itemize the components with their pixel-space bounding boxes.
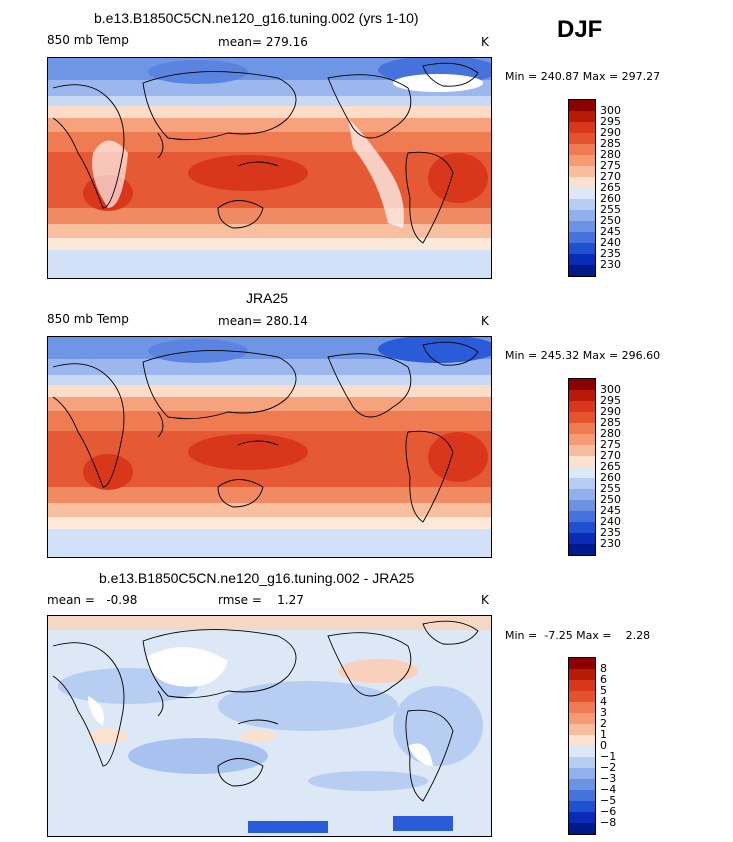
tick-label: 265: [600, 460, 621, 473]
tick-label: 245: [600, 225, 621, 238]
panel1-mean: mean= 279.16: [218, 35, 308, 49]
tick-label: 4: [600, 695, 607, 708]
tick-label: −2: [600, 761, 617, 774]
tick-label: 260: [600, 471, 621, 484]
tick-label: 260: [600, 192, 621, 205]
panel3-mean: mean = -0.98: [47, 593, 138, 607]
tick-label: 265: [600, 181, 621, 194]
panel3-minmax: Min = -7.25 Max = 2.28: [505, 629, 651, 642]
panel1-colorbar: [568, 99, 596, 277]
panel1-title: b.e13.B1850C5CN.ne120_g16.tuning.002 (yr…: [94, 10, 419, 26]
tick-label: 300: [600, 104, 621, 117]
tick-label: 5: [600, 684, 607, 697]
tick-label: 255: [600, 482, 621, 495]
tick-label: 295: [600, 394, 621, 407]
tick-label: 235: [600, 247, 621, 260]
panel3-colorbar: [568, 657, 596, 835]
tick-label: 270: [600, 170, 621, 183]
panel1-variable: 850 mb Temp: [47, 33, 129, 47]
tick-label: 230: [600, 258, 621, 271]
tick-label: −6: [600, 805, 617, 818]
tick-label: −1: [600, 750, 617, 763]
tick-label: 240: [600, 236, 621, 249]
tick-label: 255: [600, 203, 621, 216]
tick-label: 6: [600, 673, 607, 686]
tick-label: 290: [600, 405, 621, 418]
tick-label: 8: [600, 662, 607, 675]
panel2-minmax: Min = 245.32 Max = 296.60: [505, 349, 661, 362]
panel2-variable: 850 mb Temp: [47, 312, 129, 326]
tick-label: 275: [600, 159, 621, 172]
tick-label: 235: [600, 526, 621, 539]
panel3-rmse: rmse = 1.27: [218, 593, 304, 607]
panel2-mean: mean= 280.14: [218, 314, 308, 328]
tick-label: 0: [600, 739, 607, 752]
tick-label: −8: [600, 816, 617, 829]
tick-label: 285: [600, 137, 621, 150]
panel2-units: K: [481, 314, 489, 328]
tick-label: 250: [600, 493, 621, 506]
tick-label: 280: [600, 148, 621, 161]
tick-label: 245: [600, 504, 621, 517]
panel1-colorbar-labels: 300 295 290 285 280 275 270 265 260 255 …: [600, 105, 621, 270]
panel1-units: K: [481, 35, 489, 49]
panel3-map: [47, 615, 492, 837]
tick-label: 300: [600, 383, 621, 396]
panel2-colorbar-labels: 300 295 290 285 280 275 270 265 260 255 …: [600, 384, 621, 549]
tick-label: 250: [600, 214, 621, 227]
season-label: DJF: [557, 16, 603, 43]
tick-label: 280: [600, 427, 621, 440]
panel1-minmax: Min = 240.87 Max = 297.27: [505, 70, 661, 83]
tick-label: 270: [600, 449, 621, 462]
panel2-map: [47, 336, 492, 558]
tick-label: −5: [600, 794, 617, 807]
panel1-map: [47, 57, 492, 279]
tick-label: −3: [600, 772, 617, 785]
panel3-title: b.e13.B1850C5CN.ne120_g16.tuning.002 - J…: [99, 570, 415, 586]
tick-label: 240: [600, 515, 621, 528]
tick-label: 1: [600, 728, 607, 741]
panel3-units: K: [481, 593, 489, 607]
tick-label: 3: [600, 706, 607, 719]
tick-label: 230: [600, 537, 621, 550]
tick-label: 295: [600, 115, 621, 128]
panel2-title: JRA25: [246, 290, 289, 306]
tick-label: 290: [600, 126, 621, 139]
tick-label: 285: [600, 416, 621, 429]
tick-label: 2: [600, 717, 607, 730]
panel3-colorbar-labels: 8 6 5 4 3 2 1 0 −1 −2 −3 −4 −5 −6 −8: [600, 663, 616, 828]
tick-label: −4: [600, 783, 617, 796]
panel2-colorbar: [568, 378, 596, 556]
tick-label: 275: [600, 438, 621, 451]
